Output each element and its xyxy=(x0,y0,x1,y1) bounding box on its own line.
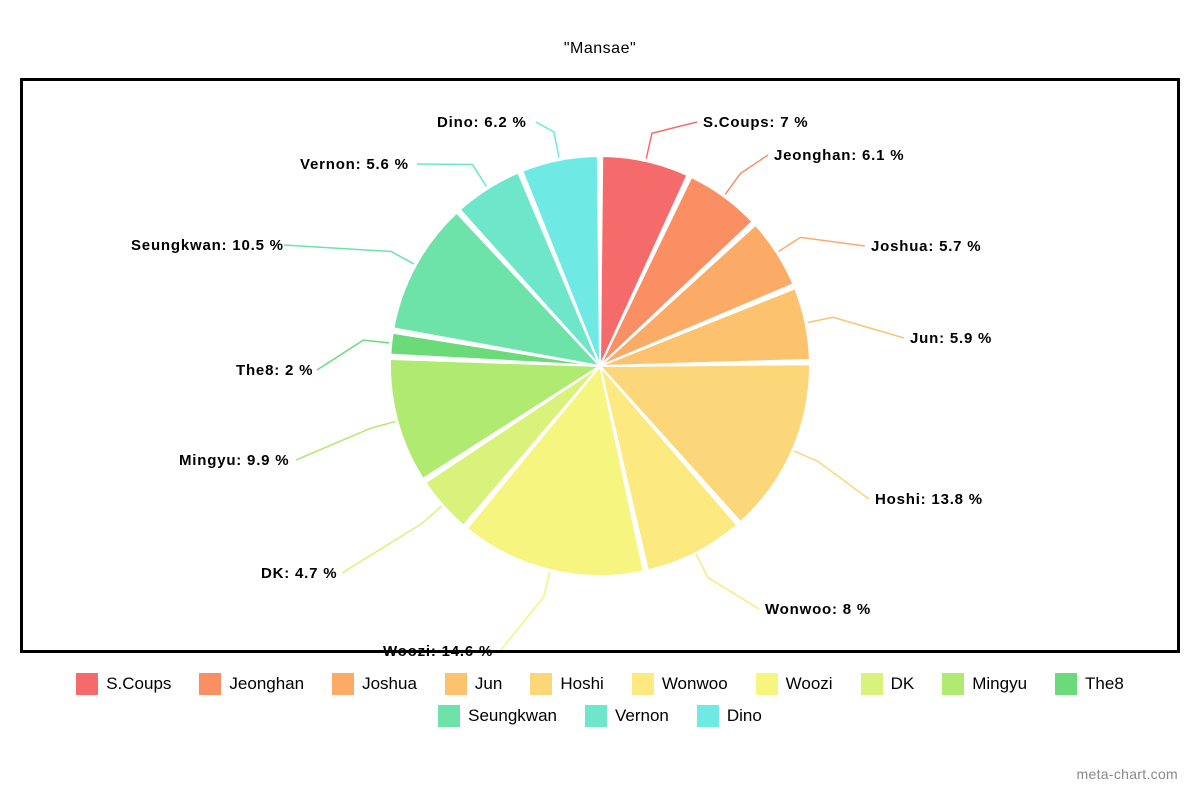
leader-line xyxy=(296,421,396,460)
slice-label: DK: 4.7 % xyxy=(261,565,337,582)
legend-swatch xyxy=(1055,673,1077,695)
pie-container xyxy=(388,154,812,578)
leader-line xyxy=(808,317,904,338)
legend-swatch xyxy=(697,705,719,727)
legend-label: Vernon xyxy=(615,706,669,726)
legend-label: Joshua xyxy=(362,674,417,694)
slice-label: Seungkwan: 10.5 % xyxy=(131,237,284,254)
leader-line xyxy=(317,340,389,370)
legend-item: Vernon xyxy=(585,705,669,727)
legend-item: DK xyxy=(861,673,915,695)
legend-swatch xyxy=(942,673,964,695)
legend-swatch xyxy=(76,673,98,695)
legend-label: Jun xyxy=(475,674,502,694)
legend-label: Woozi xyxy=(786,674,833,694)
slice-label: Vernon: 5.6 % xyxy=(300,156,409,173)
legend-swatch xyxy=(530,673,552,695)
chart-frame: S.Coups: 7 % Jeonghan: 6.1 % Joshua: 5.7 %… xyxy=(20,78,1180,653)
legend-swatch xyxy=(199,673,221,695)
legend-item: Hoshi xyxy=(530,673,603,695)
legend-label: Mingyu xyxy=(972,674,1027,694)
legend-swatch xyxy=(438,705,460,727)
chart-title: "Mansae" xyxy=(0,0,1200,78)
legend-label: S.Coups xyxy=(106,674,171,694)
legend-item: The8 xyxy=(1055,673,1124,695)
legend-swatch xyxy=(445,673,467,695)
slice-label: Mingyu: 9.9 % xyxy=(179,452,289,469)
slice-label: Wonwoo: 8 % xyxy=(765,601,871,618)
legend-swatch xyxy=(756,673,778,695)
attribution-text: meta-chart.com xyxy=(1077,766,1178,782)
legend-swatch xyxy=(861,673,883,695)
legend: S.Coups Jeonghan Joshua Jun Hoshi Wonwoo Woozi… xyxy=(40,673,1160,727)
legend-item: Joshua xyxy=(332,673,417,695)
legend-swatch xyxy=(632,673,654,695)
legend-swatch xyxy=(585,705,607,727)
legend-label: Seungkwan xyxy=(468,706,557,726)
slice-label: Woozi: 14.6 % xyxy=(383,643,493,660)
legend-item: Woozi xyxy=(756,673,833,695)
slice-label: Joshua: 5.7 % xyxy=(871,238,981,255)
legend-swatch xyxy=(332,673,354,695)
legend-label: Dino xyxy=(727,706,762,726)
slice-label: Hoshi: 13.8 % xyxy=(875,491,983,508)
legend-item: S.Coups xyxy=(76,673,171,695)
legend-label: Wonwoo xyxy=(662,674,728,694)
leader-line xyxy=(536,122,559,158)
legend-item: Seungkwan xyxy=(438,705,557,727)
legend-label: DK xyxy=(891,674,915,694)
pie-chart xyxy=(388,154,812,578)
slice-label: Jeonghan: 6.1 % xyxy=(774,147,904,164)
slice-label: Jun: 5.9 % xyxy=(910,330,992,347)
legend-item: Jeonghan xyxy=(199,673,304,695)
legend-label: The8 xyxy=(1085,674,1124,694)
leader-line xyxy=(500,571,550,650)
slice-label: Dino: 6.2 % xyxy=(437,114,527,131)
legend-item: Mingyu xyxy=(942,673,1027,695)
legend-item: Dino xyxy=(697,705,762,727)
legend-item: Jun xyxy=(445,673,502,695)
slice-label: S.Coups: 7 % xyxy=(703,114,808,131)
legend-label: Jeonghan xyxy=(229,674,304,694)
legend-item: Wonwoo xyxy=(632,673,728,695)
slice-label: The8: 2 % xyxy=(236,362,313,379)
legend-label: Hoshi xyxy=(560,674,603,694)
